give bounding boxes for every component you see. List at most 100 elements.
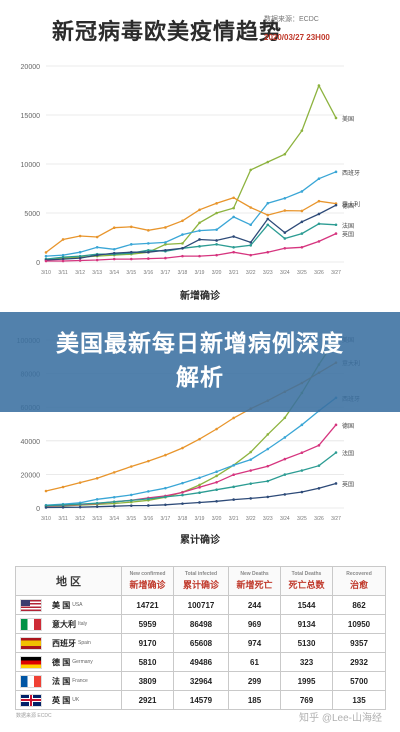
data-point xyxy=(61,259,65,263)
x-tick-label: 3/23 xyxy=(263,516,273,522)
country-name-en: UK xyxy=(72,697,80,703)
x-tick-label: 3/26 xyxy=(314,516,324,522)
column-header-sub: Total infected xyxy=(184,571,218,577)
data-point xyxy=(232,473,235,477)
data-point xyxy=(283,197,287,200)
data-point xyxy=(181,233,184,236)
column-header-label: 累计确诊 xyxy=(182,580,219,590)
data-point xyxy=(283,436,287,439)
data-point xyxy=(95,497,99,501)
data-point xyxy=(232,485,235,489)
y-tick-label: 10000 xyxy=(21,162,41,169)
cell-new-deaths: 299 xyxy=(228,671,281,691)
data-point xyxy=(283,237,287,240)
data-point xyxy=(129,499,133,502)
cell-total: 32964 xyxy=(173,671,229,691)
data-point xyxy=(95,253,99,257)
data-point xyxy=(232,196,235,200)
chart-title-total-cases: 累计确诊 xyxy=(180,535,220,546)
data-point xyxy=(232,206,235,210)
data-point xyxy=(44,504,48,507)
data-point xyxy=(266,250,270,254)
y-tick-label: 20000 xyxy=(21,64,41,71)
cell-deaths: 769 xyxy=(280,690,333,710)
column-header: New confirmed 新增确诊 xyxy=(121,566,174,596)
x-tick-label: 3/27 xyxy=(331,516,341,522)
data-point xyxy=(334,223,338,227)
x-tick-label: 3/12 xyxy=(75,270,85,276)
country-cell: 美 国 USA xyxy=(15,595,122,615)
data-point xyxy=(147,490,150,493)
column-header-label: 治愈 xyxy=(349,580,368,590)
data-point xyxy=(78,254,82,258)
data-point xyxy=(317,199,321,203)
data-point xyxy=(249,482,253,485)
x-tick-label: 3/11 xyxy=(58,516,68,522)
data-point xyxy=(317,212,321,216)
country-name: 意大利 xyxy=(52,619,76,629)
country-name-en: Italy xyxy=(78,621,88,627)
data-point xyxy=(334,423,338,427)
series-line xyxy=(45,338,337,507)
data-point xyxy=(147,257,150,260)
x-tick-label: 3/18 xyxy=(178,516,188,522)
country-name: 西班牙 xyxy=(52,638,76,648)
x-tick-label: 3/16 xyxy=(143,516,153,522)
x-tick-label: 3/15 xyxy=(126,270,136,276)
data-point xyxy=(147,229,150,232)
data-point xyxy=(164,256,167,260)
data-point xyxy=(147,497,150,501)
cell-deaths: 5130 xyxy=(280,633,333,653)
data-point xyxy=(198,221,201,225)
data-point xyxy=(198,501,201,504)
table-row: 西班牙 Spain 9170 65608 974 5130 9357 xyxy=(15,633,386,653)
data-point xyxy=(129,257,133,261)
data-point xyxy=(300,190,304,193)
data-point xyxy=(44,251,48,254)
series-line xyxy=(45,452,337,507)
table-row: 法 国 France 3809 32964 299 1995 5700 xyxy=(15,671,386,691)
data-point xyxy=(317,84,321,87)
y-tick-label: 0 xyxy=(36,506,40,513)
table-body: 美 国 USA 14721 100717 244 1544 862 意大利 Italy 5959 8… xyxy=(15,595,386,710)
data-point xyxy=(266,464,270,468)
cell-total: 14579 xyxy=(173,690,229,710)
data-point xyxy=(317,240,321,243)
x-tick-label: 3/10 xyxy=(41,270,51,276)
column-header-sub: New Deaths xyxy=(240,571,269,577)
series-label: 英国 xyxy=(342,231,354,239)
data-point xyxy=(300,490,304,494)
data-point xyxy=(181,491,184,494)
y-tick-label: 20000 xyxy=(21,472,41,479)
data-point xyxy=(61,257,65,261)
cell-recovered: 135 xyxy=(332,690,386,710)
series-label: 德国 xyxy=(342,202,354,210)
country-name: 德 国 xyxy=(52,657,71,667)
data-point xyxy=(317,464,321,467)
data-point xyxy=(198,491,201,495)
data-point xyxy=(198,245,201,248)
cell-new: 14721 xyxy=(121,595,174,615)
series-line xyxy=(45,223,337,260)
data-point xyxy=(129,504,133,507)
x-tick-label: 3/16 xyxy=(143,270,153,276)
data-point xyxy=(95,258,99,262)
country-cell: 德 国 Germany xyxy=(15,652,122,672)
series-line xyxy=(45,397,337,506)
data-point xyxy=(215,427,218,431)
data-point xyxy=(147,248,150,252)
data-point xyxy=(232,250,235,254)
data-point xyxy=(249,497,253,500)
data-point xyxy=(198,229,201,232)
cell-new-deaths: 61 xyxy=(228,652,281,672)
data-point xyxy=(215,253,218,257)
data-point xyxy=(215,239,218,242)
data-point xyxy=(249,206,253,209)
watermark: 知乎 @Lee-山海经 xyxy=(299,713,382,724)
cell-deaths: 1544 xyxy=(280,595,333,615)
data-point xyxy=(334,170,338,174)
data-point xyxy=(129,243,133,246)
headline-text: 美国最新每日新增病例深度解析 xyxy=(56,331,344,391)
data-point xyxy=(44,506,48,509)
country-cell: 意大利 Italy xyxy=(15,614,122,634)
